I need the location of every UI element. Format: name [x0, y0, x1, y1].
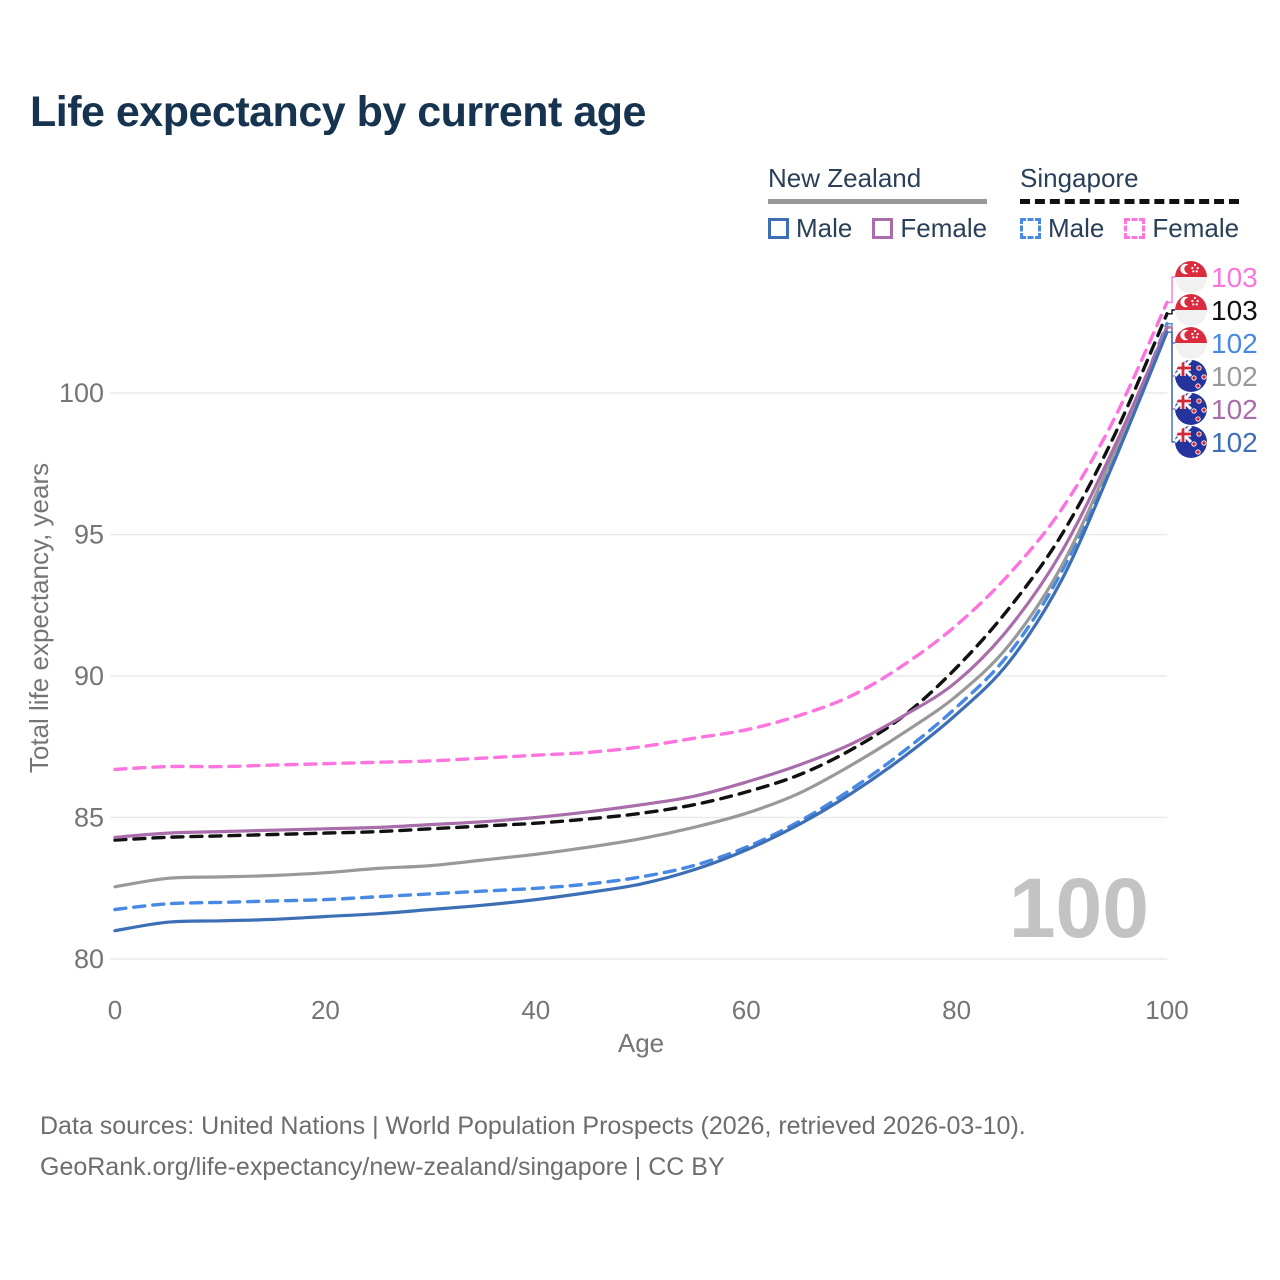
series-line-new-zealand-male[interactable] — [113, 330, 1169, 933]
y-tick-label: 80 — [74, 944, 104, 974]
legend-item-nz-male[interactable]: Male — [768, 213, 852, 244]
legend-item-label: Female — [1152, 213, 1240, 243]
x-axis-title: Age — [618, 1028, 664, 1058]
y-tick-label: 90 — [74, 661, 104, 691]
new-zealand-flag-icon — [1175, 426, 1207, 458]
y-tick-label: 100 — [59, 378, 104, 408]
series-end-value-label: 102 — [1211, 361, 1258, 392]
nz-male-swatch-icon — [768, 218, 789, 239]
legend-item-label: Male — [796, 213, 853, 243]
data-sources-text: Data sources: United Nations | World Pop… — [40, 1112, 1026, 1140]
series-end-value-label: 103 — [1211, 262, 1258, 293]
x-tick-label: 40 — [521, 995, 550, 1025]
singapore-flag-icon — [1175, 327, 1207, 359]
series-line-singapore-male[interactable] — [113, 322, 1169, 912]
series-line-new-zealand-female[interactable] — [113, 326, 1169, 839]
legend-group-singapore: Singapore Male Female — [1020, 163, 1240, 244]
label-leader-line — [1167, 276, 1176, 304]
series-end-value-label: 102 — [1211, 394, 1258, 425]
legend-item-sg-male[interactable]: Male — [1020, 213, 1104, 244]
attribution-link-text: GeoRank.org/life-expectancy/new-zealand/… — [40, 1153, 725, 1181]
label-leader-line — [1167, 331, 1176, 443]
nz-female-swatch-icon — [872, 218, 894, 239]
legend-item-label: Male — [1048, 213, 1105, 243]
y-tick-label: 85 — [74, 803, 104, 833]
x-tick-label: 100 — [1145, 995, 1188, 1025]
legend-header-new-zealand[interactable]: New Zealand — [768, 163, 922, 193]
singapore-flag-icon — [1175, 261, 1207, 293]
legend-line-sample-dashed — [1020, 199, 1240, 204]
legend-header-singapore[interactable]: Singapore — [1020, 163, 1139, 193]
footer: Data sources: United Nations | World Pop… — [40, 1106, 1026, 1188]
x-tick-label: 0 — [108, 995, 122, 1025]
series-line-singapore[interactable] — [113, 312, 1169, 842]
series-line-singapore-female[interactable] — [113, 300, 1169, 772]
y-axis-title: Total life expectancy, years — [24, 463, 54, 773]
series-end-value-label: 102 — [1211, 328, 1258, 359]
page-title: Life expectancy by current age — [30, 88, 646, 136]
sg-male-swatch-icon — [1020, 218, 1041, 239]
x-tick-label: 60 — [732, 995, 761, 1025]
singapore-flag-icon — [1175, 294, 1207, 326]
series-line-new-zealand[interactable] — [113, 324, 1169, 889]
new-zealand-flag-icon — [1175, 360, 1207, 392]
x-tick-label: 80 — [942, 995, 971, 1025]
y-tick-label: 95 — [74, 520, 104, 550]
new-zealand-flag-icon — [1175, 393, 1207, 425]
hovered-age-watermark: 100 — [1008, 861, 1149, 955]
legend-line-sample-solid — [768, 199, 988, 204]
legend-item-nz-female[interactable]: Female — [872, 213, 987, 244]
series-end-value-label: 103 — [1211, 295, 1258, 326]
sg-female-swatch-icon — [1124, 218, 1146, 239]
legend-item-sg-female[interactable]: Female — [1124, 213, 1239, 244]
legend-item-label: Female — [900, 213, 988, 243]
x-tick-label: 20 — [311, 995, 340, 1025]
legend-group-new-zealand: New Zealand Male Female — [768, 163, 988, 244]
label-leader-line — [1167, 309, 1176, 315]
series-end-value-label: 102 — [1211, 427, 1258, 458]
